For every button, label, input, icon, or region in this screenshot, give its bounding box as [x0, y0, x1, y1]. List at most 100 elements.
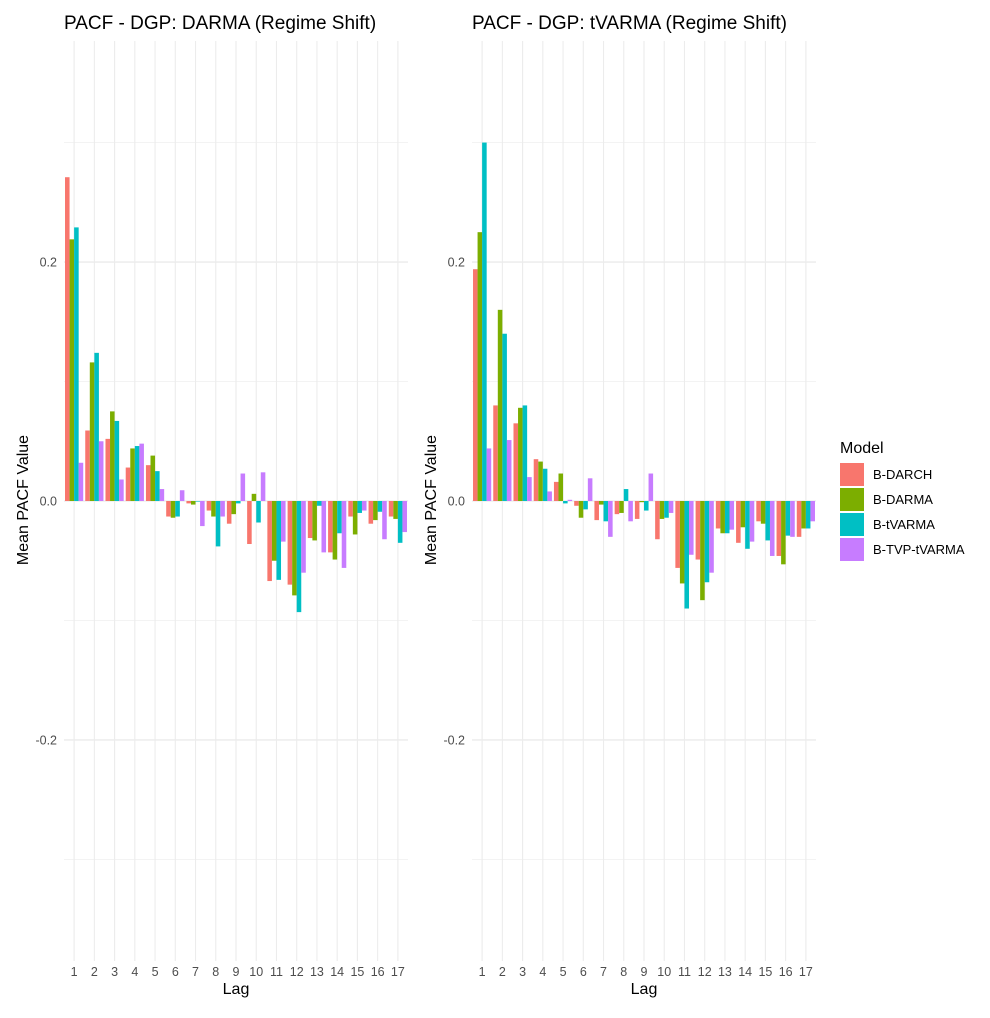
bar-b-tvp-tvarma-lag-2: [506, 440, 512, 501]
bar-b-tvarma-lag-4: [542, 468, 548, 501]
bar-b-darma-lag-10: [251, 493, 257, 501]
bar-b-darma-lag-13: [720, 501, 725, 534]
bar-b-darch-lag-6: [574, 501, 579, 506]
bar-b-tvp-tvarma-lag-9: [240, 473, 246, 501]
bar-b-tvp-tvarma-lag-13: [729, 501, 735, 530]
bar-b-darma-lag-9: [231, 501, 236, 515]
bar-b-tvarma-lag-16: [785, 501, 791, 536]
bar-b-darch-lag-17: [796, 501, 802, 537]
chart-title: PACF - DGP: tVARMA (Regime Shift): [472, 13, 787, 34]
bar-b-tvarma-lag-14: [337, 501, 342, 534]
bar-b-tvarma-lag-4: [134, 446, 140, 501]
bar-b-tvp-tvarma-lag-10: [668, 501, 674, 513]
x-tick-label: 17: [391, 965, 405, 979]
bar-b-tvp-tvarma-lag-17: [402, 501, 407, 533]
x-tick-label: 11: [270, 965, 283, 979]
bar-b-tvp-tvarma-lag-8: [628, 501, 633, 522]
bar-b-tvp-tvarma-lag-16: [790, 501, 795, 537]
bar-b-tvp-tvarma-lag-15: [361, 501, 367, 511]
bar-b-darma-lag-12: [292, 501, 297, 596]
x-tick-label: 8: [212, 965, 219, 979]
bar-b-tvp-tvarma-lag-12: [301, 501, 306, 573]
bar-b-darch-lag-16: [368, 501, 374, 524]
bar-b-darch-lag-12: [287, 501, 293, 585]
x-tick-label: 10: [249, 965, 263, 979]
x-tick-label: 2: [91, 965, 98, 979]
bar-b-tvarma-lag-14: [745, 501, 750, 549]
bar-b-darma-lag-5: [150, 455, 156, 501]
x-tick-label: 15: [758, 965, 772, 979]
bar-b-darch-lag-14: [736, 501, 741, 543]
y-tick-label: -0.2: [443, 733, 465, 747]
x-tick-label: 12: [290, 965, 304, 979]
bar-b-darma-lag-7: [190, 501, 196, 505]
bar-b-darch-lag-13: [715, 501, 721, 529]
bar-b-darch-lag-4: [125, 467, 131, 501]
bar-b-darch-lag-2: [493, 405, 498, 501]
bar-b-tvarma-lag-3: [114, 420, 120, 501]
bar-b-darma-lag-8: [619, 501, 624, 513]
bar-b-darma-lag-17: [801, 501, 806, 529]
bar-b-darma-lag-11: [679, 501, 685, 584]
bar-b-tvarma-lag-8: [215, 501, 221, 547]
bar-b-darma-lag-2: [89, 362, 95, 501]
bar-b-tvarma-lag-5: [155, 471, 160, 501]
bar-b-tvp-tvarma-lag-10: [260, 472, 266, 501]
bar-b-tvarma-lag-5: [563, 501, 568, 504]
x-tick-label: 15: [350, 965, 364, 979]
bar-b-tvarma-lag-11: [276, 501, 282, 580]
bar-b-darma-lag-6: [578, 501, 584, 518]
bar-b-darch-lag-4: [533, 459, 539, 501]
bar-b-darch-lag-5: [553, 481, 559, 501]
x-tick-label: 2: [499, 965, 506, 979]
x-tick-label: 13: [718, 965, 732, 979]
bar-b-tvarma-lag-10: [664, 501, 669, 518]
y-tick-label: -0.2: [35, 733, 57, 747]
bar-b-tvp-tvarma-lag-14: [341, 501, 347, 568]
bar-b-darch-lag-3: [105, 438, 111, 501]
bar-b-tvp-tvarma-lag-15: [769, 501, 775, 556]
y-tick-label: 0.0: [40, 495, 57, 509]
x-tick-label: 12: [698, 965, 712, 979]
bar-b-tvarma-lag-13: [316, 501, 322, 506]
bar-b-tvp-tvarma-lag-7: [608, 501, 613, 537]
bar-b-darma-lag-9: [639, 501, 644, 503]
bar-b-darch-lag-9: [634, 501, 640, 519]
bar-b-tvarma-lag-17: [397, 501, 403, 543]
bar-b-tvp-tvarma-lag-11: [281, 501, 286, 542]
bar-b-darma-lag-1: [477, 232, 483, 502]
bar-b-darch-lag-11: [267, 501, 272, 582]
legend-title: Model: [840, 440, 884, 457]
bar-b-darch-lag-14: [328, 501, 333, 553]
bar-b-darma-lag-11: [271, 501, 277, 561]
bar-b-darch-lag-8: [206, 501, 212, 511]
bar-b-tvp-tvarma-lag-7: [200, 501, 205, 527]
bar-b-tvp-tvarma-lag-14: [749, 501, 755, 542]
bar-b-tvarma-lag-7: [195, 501, 201, 502]
bar-b-darma-lag-7: [598, 501, 604, 505]
bar-b-darch-lag-8: [614, 501, 620, 515]
x-tick-label: 16: [779, 965, 793, 979]
bar-b-darch-lag-15: [756, 501, 761, 522]
x-tick-label: 14: [738, 965, 752, 979]
y-axis-title: Mean PACF Value: [15, 435, 32, 565]
x-tick-label: 1: [71, 965, 78, 979]
bar-b-darch-lag-5: [145, 465, 151, 501]
bar-b-tvarma-lag-6: [175, 501, 180, 517]
bars: [473, 142, 815, 609]
chart-title: PACF - DGP: DARMA (Regime Shift): [64, 13, 376, 34]
bar-b-darch-lag-16: [776, 501, 782, 556]
x-tick-label: 1: [479, 965, 486, 979]
bar-b-darch-lag-6: [166, 501, 171, 517]
bar-b-darma-lag-5: [558, 473, 564, 501]
bar-b-darma-lag-16: [781, 501, 786, 565]
bar-b-darma-lag-12: [700, 501, 705, 601]
legend-items: B-DARCH B-DARMA B-tVARMA B-TVP-tVARMA: [840, 463, 965, 561]
bar-b-darma-lag-10: [659, 501, 665, 519]
x-tick-label: 7: [192, 965, 199, 979]
x-tick-label: 6: [172, 965, 179, 979]
bar-b-darma-lag-15: [760, 501, 766, 524]
bar-b-tvarma-lag-12: [704, 501, 710, 583]
